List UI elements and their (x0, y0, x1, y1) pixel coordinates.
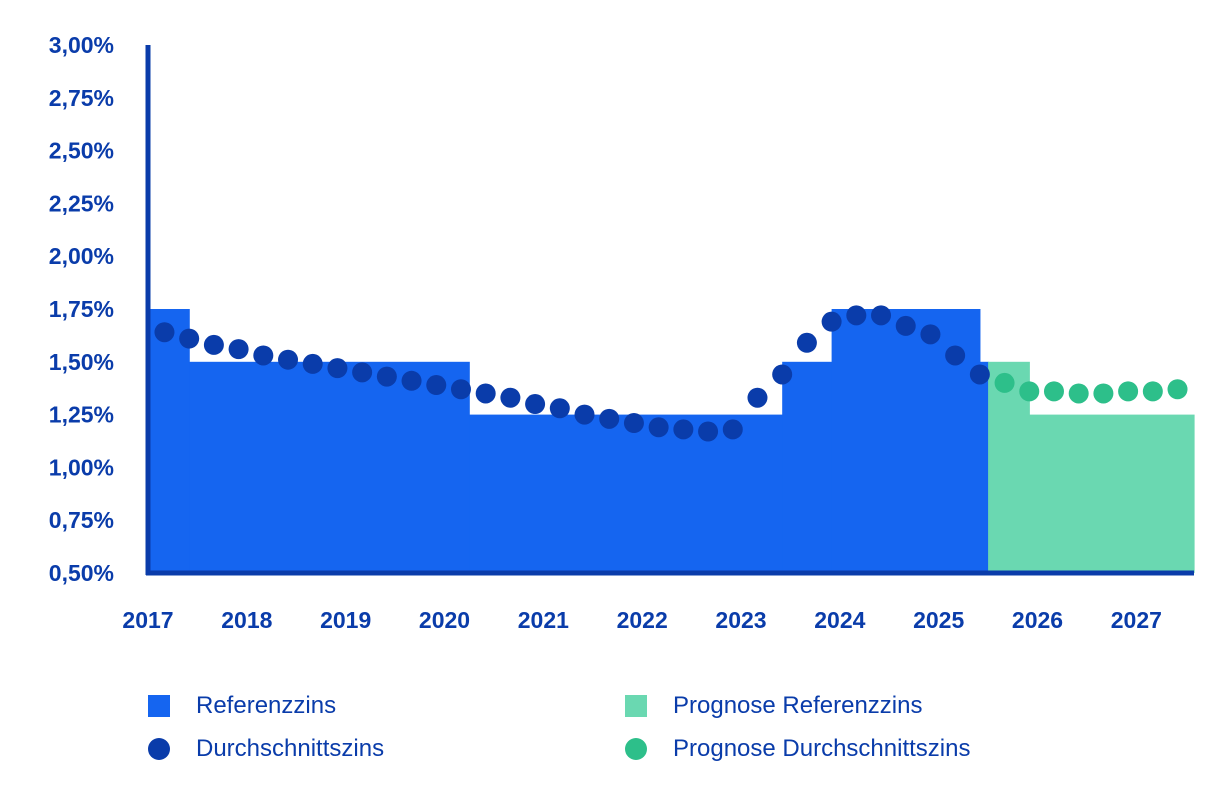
durchschnittszins-point-33 (969, 364, 990, 385)
durchschnittszins-point-9 (376, 366, 397, 387)
legend-label: Prognose Durchschnittszins (673, 735, 971, 762)
y-tick-label: 0,75% (49, 507, 114, 533)
y-tick-label: 2,50% (49, 138, 114, 164)
y-tick-label: 2,75% (49, 85, 114, 111)
referenzzins-step-3 (782, 361, 833, 573)
durchschnittszins-point-20 (648, 417, 669, 438)
x-tick-label: 2020 (419, 607, 470, 633)
prognose-durchschnittszins-point-3 (1068, 383, 1089, 404)
legend-label: Durchschnittszins (196, 735, 385, 762)
y-tick-label: 1,00% (49, 454, 114, 480)
durchschnittszins-point-14 (500, 387, 521, 408)
plot-areas (148, 309, 1195, 573)
durchschnittszins-point-12 (450, 379, 471, 400)
durchschnittszins-point-19 (623, 413, 644, 434)
durchschnittszins-point-32 (945, 345, 966, 366)
plot-dots (154, 305, 1188, 442)
referenzzins-step-2 (469, 414, 783, 573)
x-tick-label: 2019 (320, 607, 371, 633)
x-tick-label: 2027 (1111, 607, 1162, 633)
prognose-durchschnittszins-point-0 (994, 372, 1015, 393)
x-tick-label: 2024 (814, 607, 865, 633)
x-tick-label: 2023 (715, 607, 766, 633)
durchschnittszins-point-5 (278, 349, 299, 370)
referenzzins-step-0 (148, 309, 190, 573)
x-tick-label: 2022 (617, 607, 668, 633)
durchschnittszins-point-18 (599, 408, 620, 429)
x-tick-label: 2018 (221, 607, 272, 633)
legend-circle-icon (625, 738, 647, 760)
y-axis-tick-labels: 0,50% 0,75% 1,00% 1,25% 1,50% 1,75% 2,00% 2,25%… (49, 32, 114, 586)
x-tick-label: 2021 (518, 607, 569, 633)
y-tick-label: 1,75% (49, 296, 114, 322)
durchschnittszins-point-26 (796, 332, 817, 353)
prognose-durchschnittszins-point-2 (1043, 381, 1064, 402)
x-tick-label: 2025 (913, 607, 964, 633)
prognose-durchschnittszins-point-5 (1118, 381, 1139, 402)
durchschnittszins-point-10 (401, 370, 422, 391)
legend-item-referenzzins: Referenzzins (148, 692, 336, 720)
chart: 0,50% 0,75% 1,00% 1,25% 1,50% 1,75% 2,00% 2,25%… (49, 32, 1195, 633)
x-tick-label: 2017 (122, 607, 173, 633)
durchschnittszins-point-22 (698, 421, 719, 442)
legend-label: Prognose Referenzzins (673, 692, 923, 719)
y-tick-label: 2,25% (49, 190, 114, 216)
durchschnittszins-point-11 (426, 375, 447, 396)
durchschnittszins-point-27 (821, 311, 842, 332)
durchschnittszins-point-31 (920, 324, 941, 345)
axes (145, 45, 1194, 576)
durchschnittszins-point-29 (871, 305, 892, 326)
legend-item-durchschnittszins: Durchschnittszins (148, 735, 384, 763)
legend-item-prognose-durchschnittszins: Prognose Durchschnittszins (625, 735, 970, 763)
prognose-durchschnittszins-point-1 (1019, 381, 1040, 402)
durchschnittszins-point-6 (302, 353, 323, 374)
legend-square-icon (148, 695, 170, 717)
prognose-durchschnittszins-point-6 (1142, 381, 1163, 402)
durchschnittszins-point-30 (895, 315, 916, 336)
durchschnittszins-point-16 (549, 398, 570, 419)
legend: Referenzzins Prognose Referenzzins Durch… (0, 680, 1230, 780)
durchschnittszins-point-13 (475, 383, 496, 404)
durchschnittszins-point-8 (352, 362, 373, 383)
durchschnittszins-point-4 (253, 345, 274, 366)
durchschnittszins-point-1 (179, 328, 200, 349)
legend-circle-icon (148, 738, 170, 760)
y-tick-label: 0,50% (49, 560, 114, 586)
durchschnittszins-point-28 (846, 305, 867, 326)
durchschnittszins-point-7 (327, 358, 348, 379)
prognose-referenzzins-step-1 (1029, 414, 1195, 573)
y-tick-label: 1,25% (49, 402, 114, 428)
x-axis-tick-labels: 2017 2018 2019 2020 2021 2022 2023 2024 2025 2026… (122, 607, 1162, 633)
legend-label: Referenzzins (196, 692, 337, 719)
prognose-durchschnittszins-point-4 (1093, 383, 1114, 404)
legend-item-prognose-referenzzins: Prognose Referenzzins (625, 692, 922, 720)
prognose-durchschnittszins-point-7 (1167, 379, 1188, 400)
x-tick-label: 2026 (1012, 607, 1063, 633)
y-tick-label: 1,50% (49, 349, 114, 375)
durchschnittszins-point-0 (154, 322, 175, 343)
durchschnittszins-point-25 (772, 364, 793, 385)
durchschnittszins-point-17 (574, 404, 595, 425)
durchschnittszins-point-23 (722, 419, 743, 440)
durchschnittszins-point-21 (673, 419, 694, 440)
y-tick-label: 2,00% (49, 243, 114, 269)
legend-square-icon (625, 695, 647, 717)
y-tick-label: 3,00% (49, 32, 114, 58)
referenzzins-step-1 (189, 361, 470, 573)
durchschnittszins-point-2 (203, 334, 224, 355)
durchschnittszins-point-3 (228, 339, 249, 360)
durchschnittszins-point-24 (747, 387, 768, 408)
referenzzins-step-5 (979, 361, 989, 573)
durchschnittszins-point-15 (525, 394, 546, 415)
